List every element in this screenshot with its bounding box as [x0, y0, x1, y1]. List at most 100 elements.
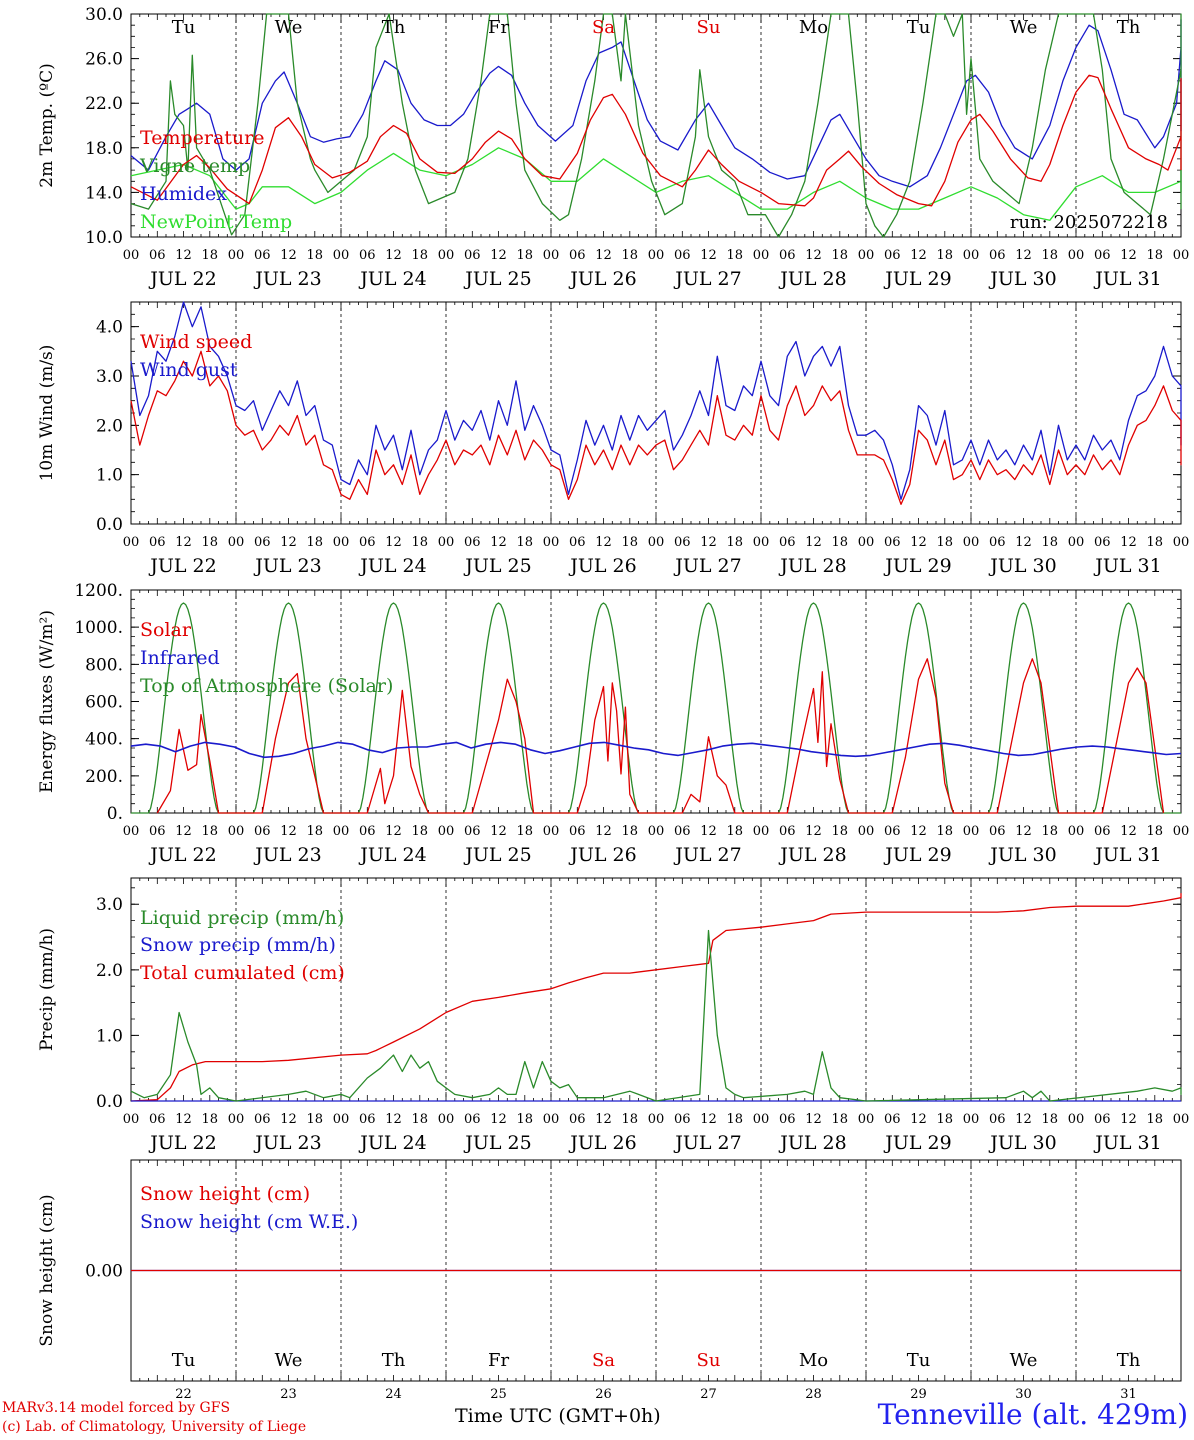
- day-number-label: 28: [805, 1387, 822, 1402]
- y-tick-label: 30.0: [85, 5, 123, 25]
- x-hour-label: 06: [989, 535, 1006, 550]
- x-day-label: JUL 28: [778, 844, 846, 866]
- x-hour-label: 06: [464, 535, 481, 550]
- x-hour-label: 12: [385, 535, 402, 550]
- y-axis-label: Precip (mm/h): [37, 928, 57, 1051]
- legend-temperature: Temperature: [140, 127, 264, 149]
- x-hour-label: 00: [858, 824, 875, 839]
- x-hour-label: 00: [438, 1112, 455, 1127]
- series-temperature-line: [130, 74, 1182, 207]
- x-day-label: JUL 29: [883, 844, 951, 866]
- x-hour-label: 06: [989, 824, 1006, 839]
- legend-liquid-precip-mm-h: Liquid precip (mm/h): [140, 907, 344, 929]
- x-hour-label: 00: [1068, 1112, 1085, 1127]
- x-day-label: JUL 24: [358, 268, 426, 290]
- x-hour-label: 06: [1094, 248, 1111, 263]
- x-hour-label: 18: [411, 248, 428, 263]
- x-hour-label: 12: [1015, 824, 1032, 839]
- y-tick-label: 4.0: [96, 318, 123, 338]
- x-hour-label: 00: [438, 535, 455, 550]
- x-hour-label: 18: [516, 824, 533, 839]
- x-day-label: JUL 25: [463, 1132, 531, 1154]
- x-hour-label: 12: [1120, 535, 1137, 550]
- x-hour-label: 00: [1173, 824, 1190, 839]
- x-day-label: JUL 28: [778, 1132, 846, 1154]
- x-day-label: JUL 28: [778, 555, 846, 577]
- y-tick-label: 14.0: [85, 183, 123, 203]
- x-hour-label: 00: [963, 535, 980, 550]
- x-hour-label: 06: [254, 535, 271, 550]
- x-hour-label: 06: [569, 824, 586, 839]
- x-day-label: JUL 29: [883, 555, 951, 577]
- x-hour-label: 18: [1146, 535, 1163, 550]
- x-hour-label: 12: [175, 535, 192, 550]
- x-day-label: JUL 27: [673, 1132, 741, 1154]
- series-infrared-line: [130, 741, 1182, 759]
- day-number-label: 24: [385, 1387, 402, 1402]
- day-number-label: 22: [175, 1387, 192, 1402]
- legend-snow-height-cm: Snow height (cm): [140, 1183, 310, 1205]
- weekday-label: Mo: [799, 1350, 828, 1371]
- x-hour-label: 06: [254, 1112, 271, 1127]
- x-day-label: JUL 26: [568, 844, 636, 866]
- x-day-label: JUL 30: [988, 268, 1056, 290]
- x-day-label: JUL 27: [673, 268, 741, 290]
- legend-infrared: Infrared: [140, 647, 220, 669]
- x-hour-label: 06: [254, 824, 271, 839]
- x-hour-label: 18: [936, 1112, 953, 1127]
- x-day-label: JUL 22: [148, 1132, 216, 1154]
- day-number-label: 23: [280, 1387, 297, 1402]
- x-hour-label: 00: [963, 824, 980, 839]
- x-day-label: JUL 23: [253, 1132, 321, 1154]
- x-hour-label: 00: [228, 824, 245, 839]
- x-hour-label: 00: [963, 1112, 980, 1127]
- weekday-label: Tu: [172, 17, 196, 38]
- x-hour-label: 12: [1015, 1112, 1032, 1127]
- y-tick-label: 0.0: [96, 1092, 123, 1112]
- x-hour-label: 06: [674, 535, 691, 550]
- x-day-label: JUL 22: [148, 844, 216, 866]
- x-hour-label: 06: [569, 535, 586, 550]
- weekday-label: Sa: [592, 1350, 615, 1371]
- x-day-label: JUL 24: [358, 1132, 426, 1154]
- weekday-label: Th: [1117, 17, 1141, 38]
- x-hour-label: 00: [648, 535, 665, 550]
- x-day-label: JUL 25: [463, 844, 531, 866]
- weekday-label: Mo: [799, 17, 828, 38]
- x-hour-label: 06: [254, 248, 271, 263]
- x-hour-label: 12: [175, 248, 192, 263]
- x-tick-marks: [130, 14, 1182, 237]
- x-hour-label: 06: [884, 1112, 901, 1127]
- x-hour-label: 06: [149, 248, 166, 263]
- x-hour-label: 00: [123, 248, 140, 263]
- y-tick-label: 3.0: [96, 367, 123, 387]
- x-hour-label: 06: [464, 824, 481, 839]
- x-hour-label: 18: [411, 824, 428, 839]
- x-hour-label: 00: [1068, 535, 1085, 550]
- credit-line-1: MARv3.14 model forced by GFS: [2, 1400, 231, 1416]
- y-axis-label: Snow height (cm): [37, 1194, 57, 1346]
- legend-newpoint-temp: NewPoint Temp: [140, 211, 292, 233]
- x-hour-label: 12: [280, 535, 297, 550]
- x-hour-label: 06: [359, 535, 376, 550]
- x-tick-marks: [130, 1160, 1182, 1381]
- x-hour-label: 12: [1120, 248, 1137, 263]
- x-hour-label: 06: [674, 1112, 691, 1127]
- legend-wind-speed: Wind speed: [140, 331, 252, 353]
- x-hour-label: 12: [490, 1112, 507, 1127]
- y-tick-label: 1200.: [74, 581, 123, 601]
- x-hour-label: 06: [1094, 535, 1111, 550]
- x-hour-label: 18: [201, 535, 218, 550]
- weekday-label: Th: [382, 17, 406, 38]
- x-hour-label: 06: [779, 248, 796, 263]
- x-hour-label: 00: [543, 535, 560, 550]
- x-hour-label: 12: [595, 1112, 612, 1127]
- x-hour-label: 00: [438, 248, 455, 263]
- series-wind-gust-line: [130, 301, 1182, 500]
- station-name: Tenneville (alt. 429m): [877, 1398, 1188, 1431]
- x-hour-label: 18: [306, 535, 323, 550]
- x-day-label: JUL 27: [673, 555, 741, 577]
- x-hour-label: 06: [464, 1112, 481, 1127]
- y-tick-label: 1.0: [96, 1026, 123, 1046]
